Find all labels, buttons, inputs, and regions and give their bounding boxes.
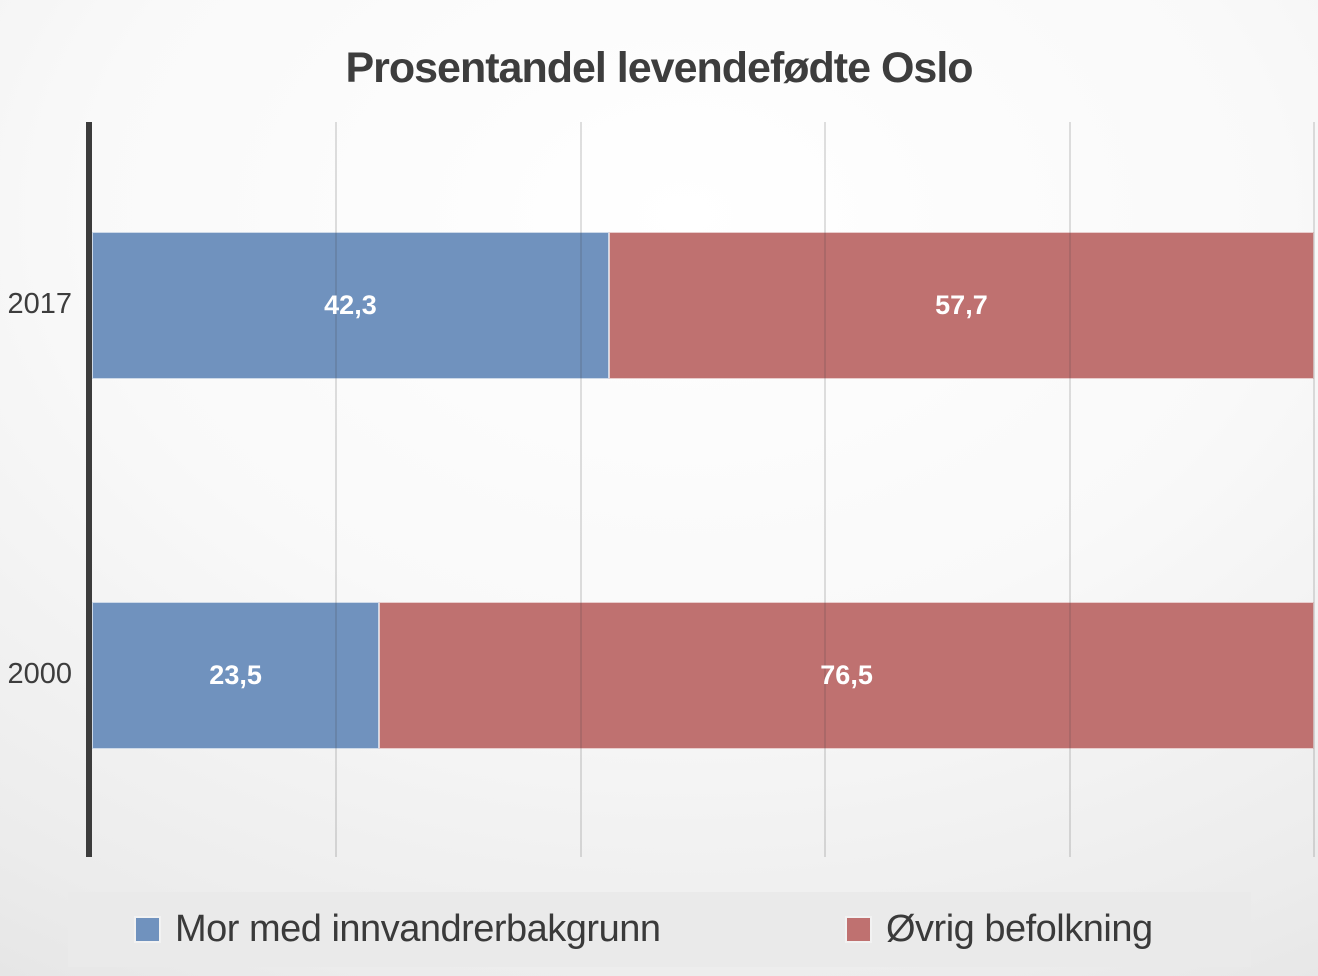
gridline: [1313, 122, 1315, 857]
bar-segment-2000-mor-med-innvandrerbakgrunn: 23,5: [92, 602, 380, 750]
value-label-2000-mor-med-innvandrerbakgrunn: 23,5: [209, 660, 262, 691]
gridline: [579, 122, 582, 857]
legend-item-mor-med-innvandrerbakgrunn: Mor med innvandrerbakgrunn: [134, 892, 661, 967]
legend-label-mor-med-innvandrerbakgrunn: Mor med innvandrerbakgrunn: [175, 908, 661, 950]
plot-area: 42,3 57,7 23,5 76,5: [92, 122, 1315, 857]
legend-label-ovrig-befolkning: Øvrig befolkning: [886, 908, 1153, 950]
category-label-2000: 2000: [7, 658, 72, 690]
value-label-2017-ovrig-befolkning: 57,7: [935, 290, 988, 321]
category-label-2017: 2017: [7, 288, 72, 320]
bar-segment-2017-ovrig-befolkning: 57,7: [608, 232, 1314, 380]
legend-swatch-red-icon: [845, 916, 872, 943]
bar-segment-2017-mor-med-innvandrerbakgrunn: 42,3: [92, 232, 609, 380]
gridline: [824, 122, 827, 857]
category-axis-line: [86, 122, 92, 857]
chart-title: Prosentandel levendefødte Oslo: [345, 44, 973, 92]
value-label-2017-mor-med-innvandrerbakgrunn: 42,3: [324, 290, 377, 321]
legend: Mor med innvandrerbakgrunn Øvrig befolkn…: [68, 892, 1251, 967]
bar-segment-2000-ovrig-befolkning: 76,5: [379, 602, 1314, 750]
bar-row-2017: 42,3 57,7: [92, 232, 1314, 380]
gridline: [1068, 122, 1071, 857]
value-label-2000-ovrig-befolkning: 76,5: [820, 660, 873, 691]
gridline: [335, 122, 338, 857]
bar-row-2000: 23,5 76,5: [92, 602, 1314, 750]
gridlines: [92, 122, 1315, 857]
legend-item-ovrig-befolkning: Øvrig befolkning: [845, 892, 1153, 967]
legend-swatch-blue-icon: [134, 916, 161, 943]
